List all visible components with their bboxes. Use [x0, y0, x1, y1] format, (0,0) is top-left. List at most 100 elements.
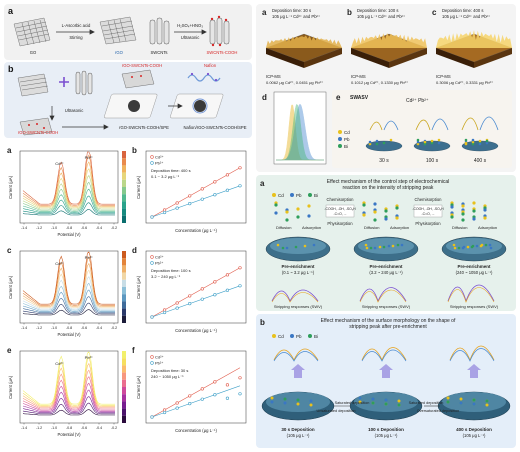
y-axis-label: Current (μA) [136, 275, 141, 299]
electrode1-label: rGO-SWCNTs-COOH/SPE [119, 125, 169, 130]
ultrasonic-label: Ultrasonic [64, 108, 84, 113]
diffusion-label: Diffusion [364, 225, 380, 230]
colorbar-segment [122, 408, 126, 416]
y-axis-label: Current (μA) [8, 375, 13, 399]
peak-pb [479, 116, 499, 131]
time-label: 100 s [426, 158, 439, 164]
x-axis-label: Potential (V) [57, 332, 81, 337]
deposit-dot [296, 398, 300, 402]
ion-dot [395, 206, 399, 210]
composite-label: rGO-SWCNTs-COOH [121, 63, 163, 68]
range-note: 0.1 ~ 3.2 μg L⁻¹ [151, 174, 180, 179]
acid-label: H₂SO₄+HNO₃ [177, 23, 203, 28]
deposit-dot [459, 401, 463, 405]
colorbar-segment [122, 365, 126, 373]
panel-label: b [132, 146, 137, 155]
panel-label: f [132, 346, 135, 355]
colorbar-segment [122, 372, 126, 380]
peak-label-pb: Pb²⁺ [85, 255, 93, 260]
legend-pb: Pb²⁺ [155, 361, 163, 366]
response-curve [271, 292, 319, 303]
deposit-dot [371, 401, 375, 405]
afm-peaks [351, 33, 427, 48]
plot-frame [273, 91, 327, 165]
groups-box [325, 204, 355, 218]
swv-plot: a Current (μA) Potential (V) -1.4 -1.2 -1.0 -0… [7, 146, 126, 237]
diffusion-label: Diffusion [276, 225, 292, 230]
go-sheet-icon [13, 15, 230, 47]
deposit-dot [397, 399, 401, 403]
response-label: Stripping responses (SWV) [450, 304, 499, 309]
data-point-pb [213, 293, 217, 297]
electrode-top [358, 238, 414, 254]
x-axis-label: Concentration (μg L⁻¹) [175, 428, 217, 433]
deposit-dot [485, 139, 489, 143]
deposition-note: Deposition time: 100 s [151, 268, 191, 273]
panel-label: e [7, 346, 12, 355]
data-point-cd [162, 208, 167, 212]
swv-curve [22, 276, 115, 310]
deposit-dot [303, 244, 307, 248]
stripping-peak [361, 347, 407, 362]
legend-cd: Cd²⁺ [155, 155, 164, 160]
deposit-dot [446, 400, 450, 404]
ion-dot [461, 218, 465, 222]
icp-result: 0.0062 μg Cd²⁺, 0.0451 μg Pb²⁺ [266, 80, 323, 85]
data-point-pb [225, 396, 230, 400]
swv-curve [22, 168, 115, 209]
mechanism-a-svg: a Effect mechanism of the control step of… [260, 179, 507, 309]
swv-curve [22, 362, 115, 407]
data-point-pb [150, 315, 154, 319]
data-point-cd [200, 187, 204, 191]
deposition-conc: (105 μg L⁻¹) [287, 433, 310, 438]
spectrum-peak [276, 103, 324, 161]
deposit-dot [270, 396, 274, 400]
deposit-dot [382, 141, 386, 145]
x-axis-label: Potential (V) [57, 432, 81, 437]
legend-cd: Cd²⁺ [155, 255, 164, 260]
x-tick-label: -0.4 [96, 326, 102, 330]
colorbar-segment [122, 158, 126, 166]
afm-side [266, 48, 304, 68]
response-curve [271, 289, 319, 302]
mechanism-b-svg: b Effect mechanism of the surface morphol… [260, 318, 511, 438]
reagent-label: L-Ascorbic acid [61, 23, 91, 28]
panel-label: b [8, 64, 14, 74]
swv-curve [22, 289, 115, 312]
colorbar-segment [122, 358, 126, 366]
deposit-dot [480, 243, 484, 247]
colorbar-segment [122, 379, 126, 387]
deposit-dot [489, 246, 493, 250]
go-label: GO [29, 50, 37, 55]
plot-frame [19, 350, 119, 424]
deposit-dot [466, 245, 470, 249]
colorbar-segment [122, 258, 126, 266]
afm-panel: a Deposition time: 30 s 105 μg L⁻¹ Cd²⁺ an… [256, 4, 516, 172]
swv-curve [22, 296, 115, 313]
pre-enrichment-label: Pre-enrichment [281, 264, 315, 269]
deposition-note: Deposition time: 30 s [151, 368, 188, 373]
data-point-pb [213, 393, 217, 397]
swv-curve [22, 195, 115, 213]
legend-label: Cd [278, 193, 284, 198]
x-axis-label: Potential (V) [57, 232, 81, 237]
deposit-dot [475, 244, 479, 248]
deposition-conc: (105 μg L⁻¹) [375, 433, 398, 438]
swv-curve [22, 389, 115, 412]
deposit-dot [446, 396, 450, 400]
swv-curve [22, 376, 115, 410]
deposit-dot [459, 397, 463, 401]
mechanism-title-1: Effect mechanism of the control step of … [327, 179, 449, 185]
swv-curve [22, 382, 115, 411]
groups-label-1: -COOH, -OH, -SO₃H [324, 207, 356, 211]
fit-line-pb [151, 385, 241, 418]
ion-dot [274, 211, 278, 215]
spectrum-peak [276, 104, 324, 161]
swv-curve [22, 356, 115, 406]
ion-labels: Cd²⁺ Pb²⁺ [406, 98, 429, 104]
peak-label-cd: Cd²⁺ [55, 361, 64, 366]
peak-cd [369, 121, 383, 131]
colorbar-segment [122, 415, 126, 423]
adsorption-label: Adsorption [478, 225, 497, 230]
ion-dot [450, 205, 454, 209]
